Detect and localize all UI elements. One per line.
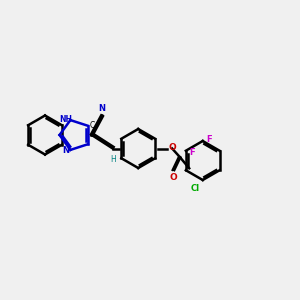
Text: N: N [99,104,106,113]
Text: H: H [110,154,116,164]
Text: O: O [168,143,176,152]
Text: NH: NH [59,115,72,124]
Text: F: F [189,148,195,157]
Text: O: O [170,173,178,182]
Text: Cl: Cl [190,184,200,193]
Text: N: N [63,146,70,155]
Text: F: F [206,135,212,144]
Text: C: C [90,121,95,130]
